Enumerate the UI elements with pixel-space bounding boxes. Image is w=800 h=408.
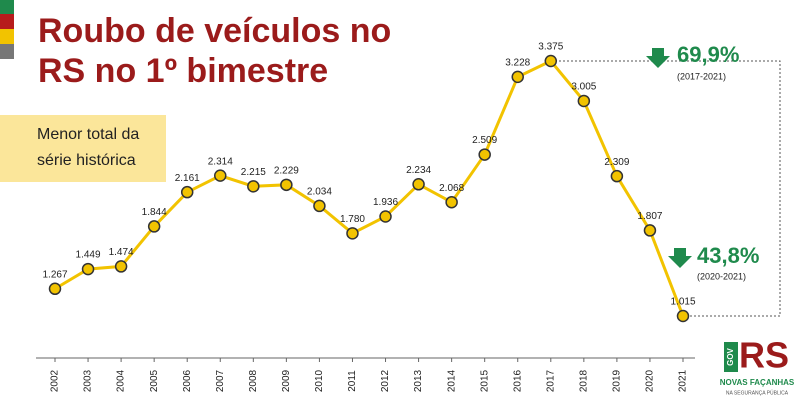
annotation-period: (2017-2021) <box>677 71 726 81</box>
point <box>445 195 458 209</box>
value-label: 2.234 <box>406 165 431 176</box>
down-arrow <box>646 48 670 68</box>
point <box>280 178 293 192</box>
x-tick-label: 2004 <box>116 369 127 392</box>
x-tick-label: 2003 <box>83 369 94 392</box>
value-label: 2.215 <box>241 167 266 178</box>
x-tick-label: 2013 <box>413 369 424 392</box>
dashed-bracket <box>555 60 781 317</box>
point <box>643 224 657 237</box>
point <box>214 169 227 182</box>
value-label: 2.229 <box>274 165 299 176</box>
point <box>147 220 161 233</box>
point <box>379 210 392 223</box>
x-tick-label: 2014 <box>446 369 457 392</box>
x-tick-label: 2021 <box>678 369 689 392</box>
value-label: 1.267 <box>42 269 67 280</box>
value-label: 3.228 <box>505 58 530 69</box>
value-label: 1.807 <box>637 211 662 222</box>
x-tick-label: 2016 <box>512 369 523 392</box>
x-tick-label: 2010 <box>314 369 325 392</box>
point <box>511 70 524 84</box>
point <box>48 282 62 296</box>
point <box>114 260 128 273</box>
logo-gov: GOV <box>726 347 735 365</box>
point <box>346 227 359 240</box>
value-label: 3.375 <box>538 42 563 53</box>
subtitle-box <box>0 115 166 182</box>
x-tick-label: 2015 <box>479 369 490 392</box>
stripe <box>0 14 14 29</box>
point <box>412 178 425 191</box>
logo-bar <box>724 342 738 372</box>
x-tick-label: 2017 <box>545 369 556 392</box>
x-tick-label: 2005 <box>149 369 160 392</box>
x-tick-label: 2002 <box>50 369 61 392</box>
line <box>54 59 685 317</box>
x-tick-label: 2018 <box>578 369 589 392</box>
value-label: 1.844 <box>142 207 167 218</box>
x-tick-label: 2019 <box>612 369 623 392</box>
stripe <box>0 0 14 14</box>
point <box>676 309 690 323</box>
annotation-period: (2020-2021) <box>697 271 746 281</box>
stripe <box>0 29 14 44</box>
value-label: 1.015 <box>670 297 695 308</box>
down-arrow <box>668 248 692 268</box>
point <box>544 54 558 68</box>
x-tick-label: 2008 <box>248 369 259 392</box>
value-label: 2.509 <box>472 135 497 146</box>
value-label: 1.936 <box>373 197 398 208</box>
point <box>313 199 326 213</box>
chart-title: RS no 1º bimestre <box>38 52 328 90</box>
annotation: 69,9% <box>677 42 739 67</box>
point <box>478 148 491 161</box>
value-label: 1.474 <box>109 247 134 258</box>
x-tick-label: 2006 <box>182 369 193 392</box>
value-label: 2.161 <box>175 173 200 184</box>
annotation: 43,8% <box>697 243 759 268</box>
point <box>180 185 194 199</box>
x-tick-label: 2020 <box>645 369 656 392</box>
subtitle: Menor total da <box>37 126 139 143</box>
point <box>610 169 624 183</box>
value-label: 2.034 <box>307 187 332 198</box>
x-tick-label: 2009 <box>281 369 292 392</box>
point <box>247 180 260 193</box>
value-label: 1.780 <box>340 214 365 225</box>
x-tick-label: 2011 <box>347 370 358 392</box>
point <box>577 94 591 108</box>
value-label: 1.449 <box>76 250 101 261</box>
stripe <box>0 44 14 59</box>
x-tick-label: 2012 <box>380 369 391 392</box>
value-label: 3.005 <box>571 82 596 93</box>
point <box>81 262 95 276</box>
subtitle: série histórica <box>37 152 136 169</box>
value-label: 2.309 <box>604 157 629 168</box>
value-label: 2.314 <box>208 156 233 167</box>
logo-mark: RS <box>739 335 789 376</box>
value-label: 2.068 <box>439 183 464 194</box>
logo-text: NOVAS FAÇANHAS <box>720 378 795 387</box>
chart-title: Roubo de veículos no <box>38 12 391 50</box>
x-tick-label: 2007 <box>215 369 226 392</box>
logo-text: NA SEGURANÇA PÚBLICA <box>726 389 789 396</box>
